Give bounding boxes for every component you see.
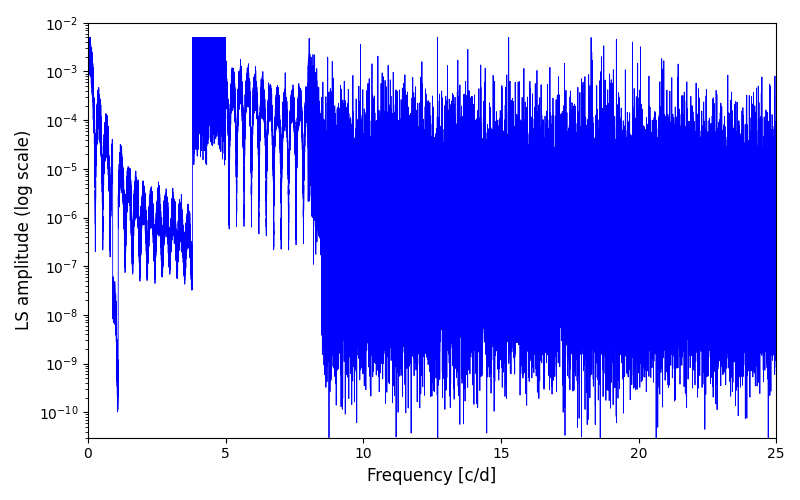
Y-axis label: LS amplitude (log scale): LS amplitude (log scale) — [15, 130, 33, 330]
X-axis label: Frequency [c/d]: Frequency [c/d] — [367, 467, 497, 485]
